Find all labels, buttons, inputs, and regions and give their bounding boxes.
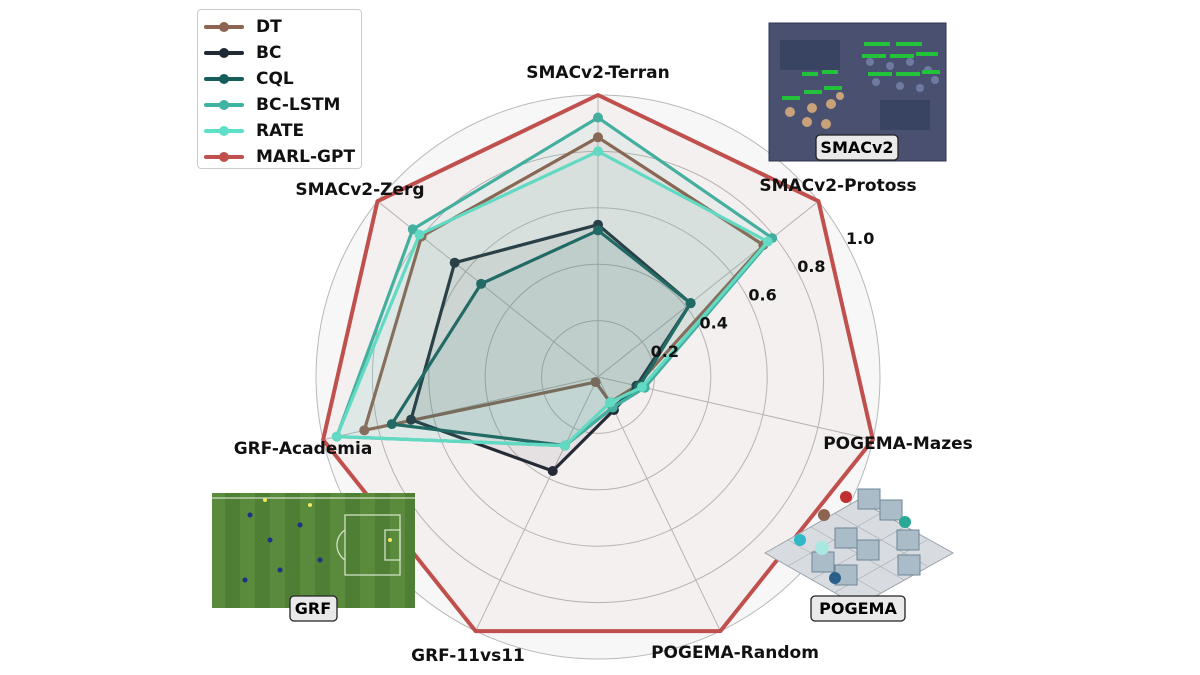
data-point-cql [476,278,487,289]
legend-item-bc: BC [204,40,361,66]
grid-spoke [475,376,599,632]
legend-label: CQL [256,69,294,89]
legend-item-bc-lstm: BC-LSTM [204,92,361,118]
data-point-bc [449,257,460,268]
series-line-rate [335,149,770,448]
axis-label-grf-11vs11: GRF-11vs11 [411,646,525,666]
legend-item-marl-gpt: MARL-GPT [204,144,361,170]
grf-thumbnail: GRF [212,493,415,622]
axis-label-smacv2-terran: SMACv2-Terran [526,63,669,83]
legend-swatch [204,98,244,112]
legend-swatch [204,46,244,60]
data-point-dt [359,425,370,436]
data-point-cql [386,419,397,430]
axis-label-pogema-random: POGEMA-Random [651,643,819,663]
legend-swatch [204,72,244,86]
pogema-thumbnail: POGEMA [763,488,955,622]
series-fill-dt [364,137,764,431]
data-point-dt [590,377,601,388]
legend-swatch [204,124,244,138]
axis-label-pogema-mazes: POGEMA-Mazes [823,434,973,454]
data-point-cql [593,225,603,236]
data-point-rate [331,431,342,442]
data-point-bc-lstm [593,112,603,123]
grid-spoke [597,200,819,378]
data-point-rate [559,440,570,451]
legend-item-dt: DT [204,14,361,40]
series-fill-marl-gpt [323,95,873,632]
data-point-rate [636,382,647,393]
data-point-rate [605,397,616,408]
legend-label: DT [256,17,282,37]
data-point-rate [593,146,603,157]
series-line-marl-gpt [321,93,875,634]
radial-tick-label: 0.8 [797,257,825,276]
legend-label: RATE [256,121,305,141]
series-fill-rate [336,151,768,446]
axis-label-smacv2-protoss: SMACv2-Protoss [759,176,916,196]
data-point-rate [414,229,425,240]
legend-label: BC [256,43,282,63]
axis-label-smacv2-zerg: SMACv2-Zerg [295,180,424,200]
smacv2-units-image [780,40,940,130]
radial-tick-label: 0.4 [700,314,728,333]
smacv2-badge-label: SMACv2 [820,138,893,157]
legend-label: MARL-GPT [256,147,356,167]
legend-item-cql: CQL [204,66,361,92]
data-point-rate [762,236,773,247]
smacv2-thumbnail: SMACv2 [768,22,947,162]
data-point-cql [685,298,696,309]
chart-legend: DT BC CQL BC-LSTM RATE MARL-GPT [197,9,362,169]
data-point-dt [593,132,603,143]
axis-label-grf-academia: GRF-Academia [234,439,373,459]
radial-tick-label: 1.0 [846,229,874,248]
data-point-bc [547,466,558,477]
grf-field-image [212,497,415,576]
pogema-badge-label: POGEMA [819,599,897,618]
legend-item-rate: RATE [204,118,361,144]
legend-label: BC-LSTM [256,95,341,115]
series-line-dt [362,135,766,432]
radial-tick-label: 0.2 [651,342,679,361]
legend-swatch [204,150,244,164]
grf-badge-label: GRF [295,599,331,618]
radial-tick-label: 0.6 [748,285,776,304]
legend-swatch [204,20,244,34]
series-fill-cql [391,230,691,446]
grid-spoke [597,376,721,632]
data-point-bc [406,414,417,425]
